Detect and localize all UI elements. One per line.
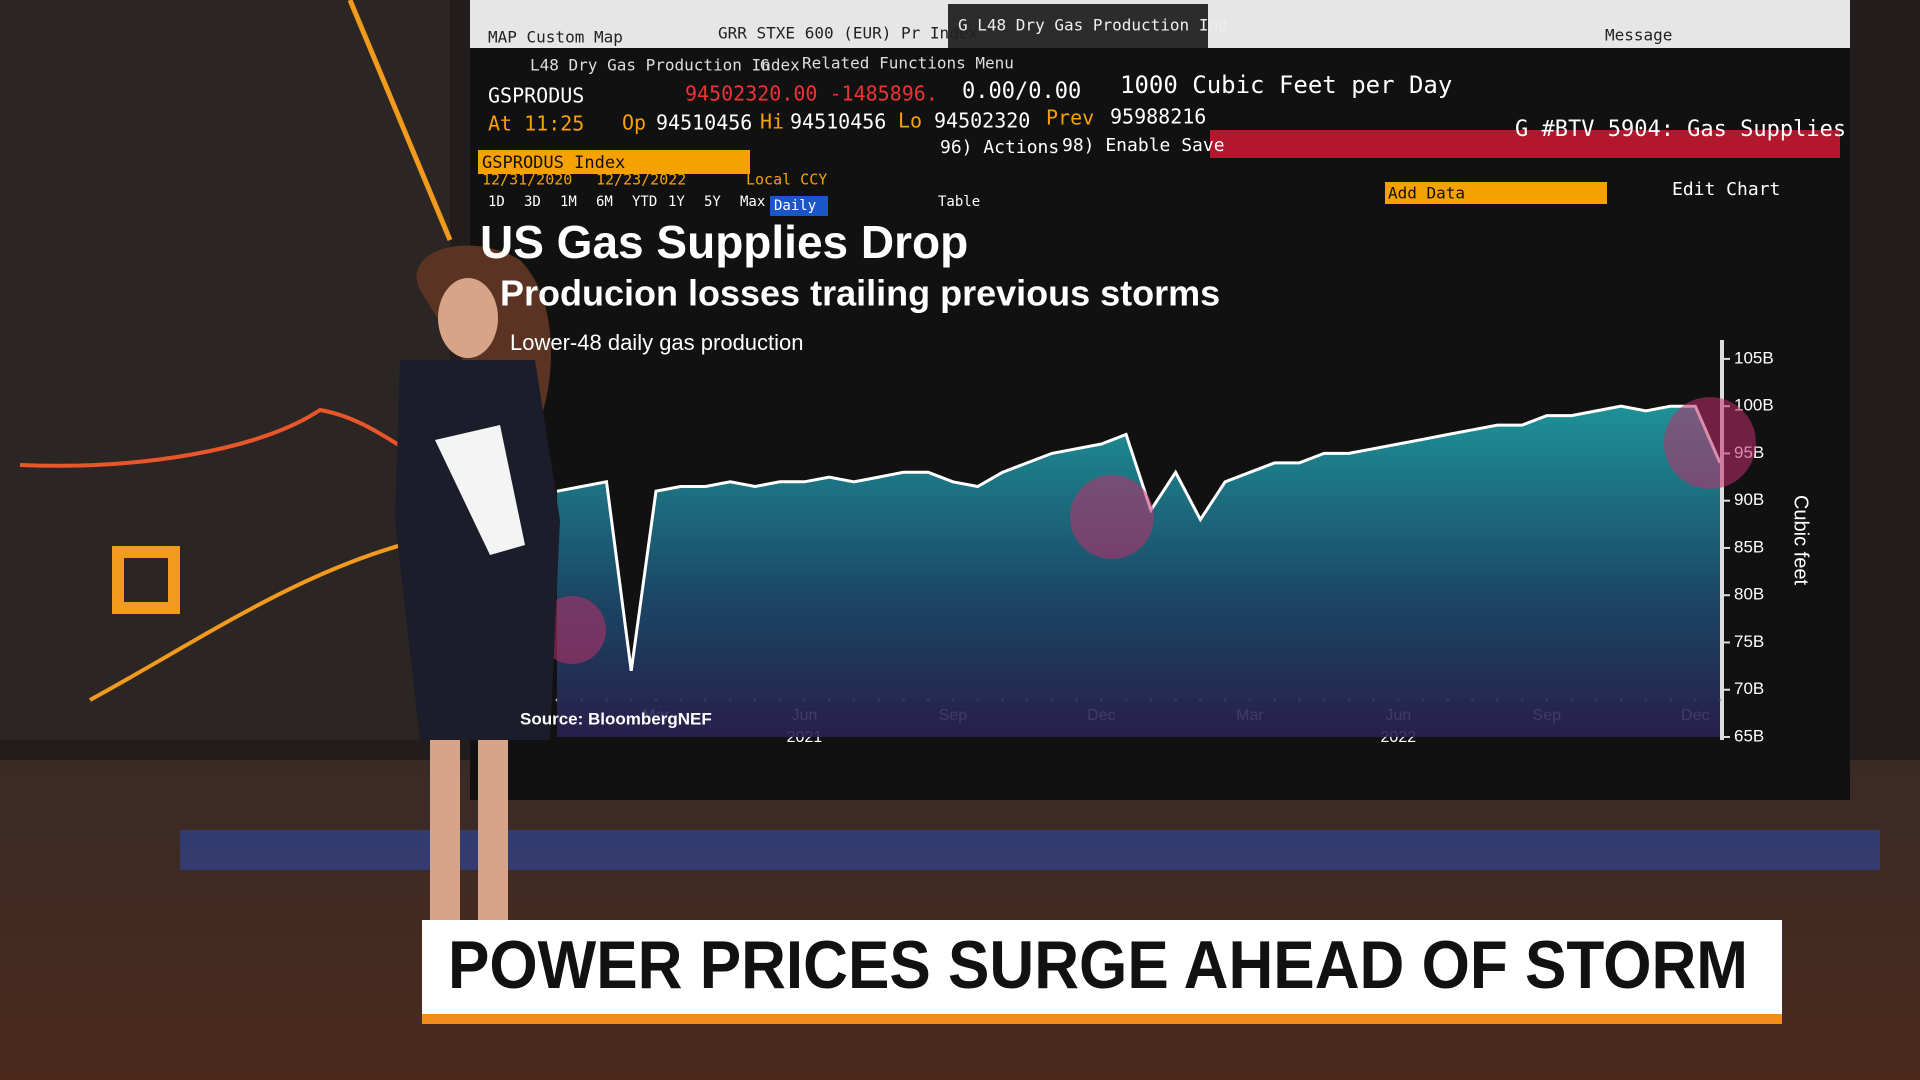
op-label: Op: [622, 111, 646, 135]
security-bar: [478, 150, 750, 174]
decor-line: [89, 538, 421, 702]
last-price: 94502320.00 -1485896.: [685, 82, 938, 106]
time: At 11:25: [488, 112, 584, 136]
hi: 94510456: [790, 110, 886, 134]
message[interactable]: Message: [1605, 26, 1672, 45]
security[interactable]: GSPRODUS Index: [482, 153, 625, 173]
function: G #BTV 5904: Gas Supplies: [1515, 117, 1846, 142]
frequency[interactable]: Daily: [774, 198, 816, 214]
y-tick-label: 70B: [1734, 679, 1764, 698]
banner: [422, 920, 1782, 1014]
hi-label: Hi: [760, 110, 784, 134]
y-tick-label: 65B: [1734, 726, 1764, 745]
active-tab: [948, 4, 1208, 48]
headline: POWER PRICES SURGE AHEAD OF STORM: [448, 927, 1748, 1003]
function-bar: [1210, 130, 1840, 158]
chart: 65B70B75B80B85B90B95B100B105BMarJun2021S…: [555, 348, 1774, 746]
chart-source: Source: BloombergNEF: [520, 709, 712, 728]
decor-square: [112, 546, 180, 614]
currency[interactable]: Local CCY: [746, 171, 827, 189]
y-tick-label: 100B: [1734, 396, 1774, 415]
highlight-circle: [1070, 475, 1154, 559]
end-date[interactable]: 12/23/2022: [596, 171, 686, 189]
period-button[interactable]: 3D: [524, 194, 541, 210]
y-tick-label: 105B: [1734, 348, 1774, 367]
left-screen: [0, 0, 450, 740]
period-button[interactable]: YTD: [632, 194, 657, 210]
period-button[interactable]: 1D: [488, 194, 505, 210]
table-button[interactable]: Table: [938, 194, 980, 210]
y-axis-title: Cubic feet: [1790, 495, 1812, 585]
ticker: GSPRODUS: [488, 84, 584, 108]
prev: 95988216: [1110, 105, 1206, 129]
chart-subtitle: Producion losses trailing previous storm…: [500, 273, 1220, 314]
period-button[interactable]: 5Y: [704, 194, 721, 210]
tab[interactable]: MAP Custom Map: [488, 28, 623, 47]
banner-stripe: [422, 1014, 1782, 1024]
y-tick-label: 85B: [1734, 537, 1764, 556]
units: 1000 Cubic Feet per Day: [1120, 71, 1452, 99]
add-data-box: [1385, 182, 1607, 204]
y-tick-label: 90B: [1734, 490, 1764, 509]
period-button[interactable]: Max: [740, 194, 765, 210]
nav[interactable]: L48 Dry Gas Production Index: [530, 56, 800, 75]
related-menu[interactable]: Related Functions Menu: [802, 54, 1014, 73]
op: 94510456: [656, 111, 752, 135]
lo: 94502320: [934, 109, 1030, 133]
period-button[interactable]: 6M: [596, 194, 613, 210]
bid-ask: 0.00/0.00: [962, 79, 1081, 104]
edit-chart[interactable]: Edit Chart: [1672, 179, 1780, 200]
period-button[interactable]: 1Y: [668, 194, 685, 210]
chart-note: Lower-48 daily gas production: [510, 330, 804, 355]
presenter: [395, 245, 560, 920]
tab[interactable]: GRR STXE 600 (EUR) Pr Index: [718, 24, 978, 43]
highlight-circle: [1664, 397, 1756, 489]
enable-save[interactable]: 98) Enable Save: [1062, 135, 1225, 156]
daily-button[interactable]: [770, 196, 828, 216]
nav-g[interactable]: G: [760, 56, 770, 75]
start-date[interactable]: 12/31/2020: [482, 171, 572, 189]
prev-label: Prev: [1046, 106, 1094, 130]
add-data[interactable]: Add Data: [1388, 184, 1465, 203]
area: [557, 406, 1720, 737]
floor-light: [180, 830, 1880, 870]
line: [556, 404, 1722, 672]
y-tick-label: 80B: [1734, 585, 1764, 604]
tab[interactable]: G L48 Dry Gas Production Ind: [958, 16, 1228, 35]
period-button[interactable]: 1M: [560, 194, 577, 210]
chart-title: US Gas Supplies Drop: [480, 216, 968, 268]
decor-line: [347, 0, 453, 241]
y-tick-label: 75B: [1734, 632, 1764, 651]
y-axis-line: [1720, 340, 1724, 740]
lo-label: Lo: [898, 109, 922, 133]
actions[interactable]: 96) Actions: [940, 137, 1059, 158]
